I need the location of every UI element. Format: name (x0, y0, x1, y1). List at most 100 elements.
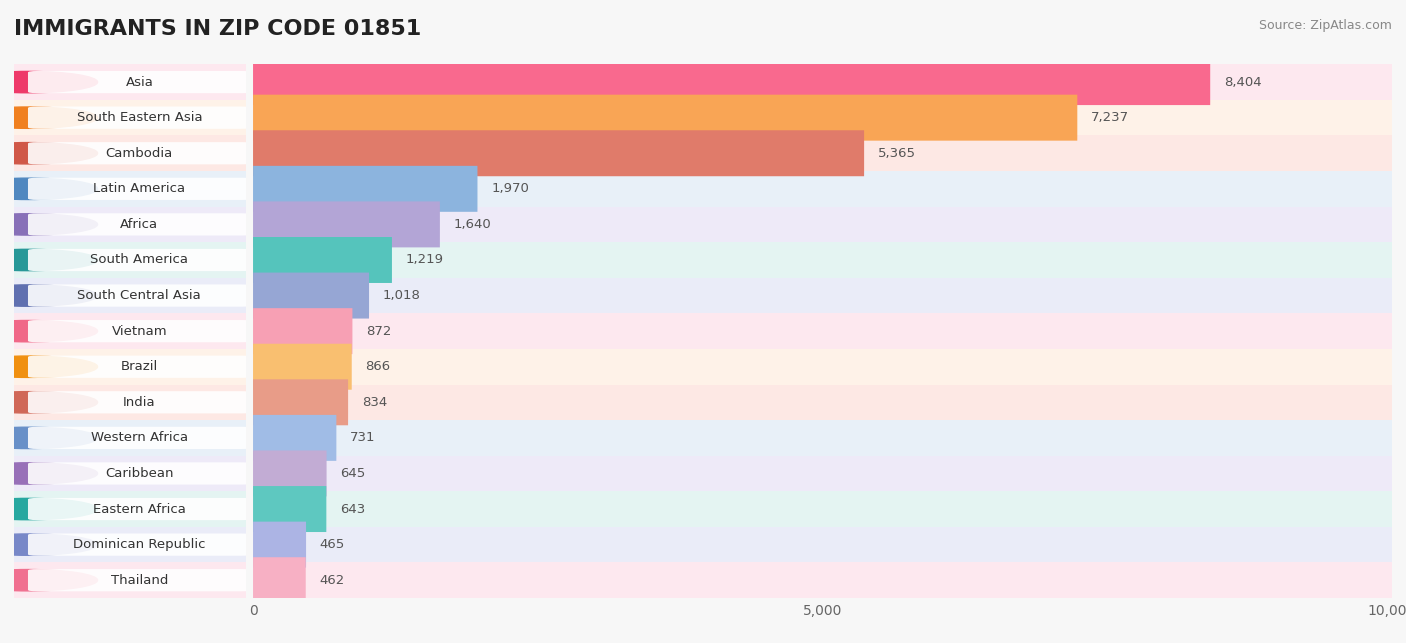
FancyBboxPatch shape (253, 278, 1392, 313)
FancyBboxPatch shape (14, 64, 246, 100)
Text: 465: 465 (319, 538, 344, 551)
FancyBboxPatch shape (28, 462, 250, 485)
Circle shape (0, 320, 97, 342)
Text: 1,219: 1,219 (405, 253, 443, 266)
FancyBboxPatch shape (253, 521, 307, 568)
FancyBboxPatch shape (253, 415, 336, 461)
Text: Asia: Asia (125, 76, 153, 89)
Text: 1,970: 1,970 (491, 183, 529, 195)
FancyBboxPatch shape (253, 527, 1392, 563)
Text: Western Africa: Western Africa (91, 431, 188, 444)
Text: Eastern Africa: Eastern Africa (93, 503, 186, 516)
FancyBboxPatch shape (253, 131, 865, 176)
Text: Latin America: Latin America (93, 183, 186, 195)
Circle shape (0, 463, 97, 484)
FancyBboxPatch shape (14, 313, 246, 349)
FancyBboxPatch shape (253, 95, 1077, 141)
Text: 1,640: 1,640 (454, 218, 491, 231)
Circle shape (0, 107, 97, 129)
FancyBboxPatch shape (253, 385, 1392, 420)
FancyBboxPatch shape (14, 278, 246, 313)
Text: South America: South America (90, 253, 188, 266)
FancyBboxPatch shape (253, 237, 392, 283)
Circle shape (0, 356, 97, 377)
FancyBboxPatch shape (28, 71, 250, 93)
Text: South Eastern Asia: South Eastern Asia (76, 111, 202, 124)
Text: Brazil: Brazil (121, 360, 157, 373)
Text: 731: 731 (350, 431, 375, 444)
FancyBboxPatch shape (14, 420, 246, 456)
FancyBboxPatch shape (14, 206, 246, 242)
FancyBboxPatch shape (253, 166, 478, 212)
Text: 643: 643 (340, 503, 366, 516)
Text: South Central Asia: South Central Asia (77, 289, 201, 302)
FancyBboxPatch shape (253, 349, 1392, 385)
Text: 5,365: 5,365 (877, 147, 915, 159)
FancyBboxPatch shape (253, 171, 1392, 206)
FancyBboxPatch shape (253, 486, 326, 532)
FancyBboxPatch shape (14, 171, 246, 206)
Text: IMMIGRANTS IN ZIP CODE 01851: IMMIGRANTS IN ZIP CODE 01851 (14, 19, 422, 39)
FancyBboxPatch shape (14, 491, 246, 527)
FancyBboxPatch shape (14, 527, 246, 563)
FancyBboxPatch shape (253, 201, 440, 248)
FancyBboxPatch shape (253, 273, 368, 318)
FancyBboxPatch shape (14, 136, 246, 171)
FancyBboxPatch shape (253, 491, 1392, 527)
Text: 8,404: 8,404 (1223, 76, 1261, 89)
FancyBboxPatch shape (28, 391, 250, 413)
FancyBboxPatch shape (28, 320, 250, 342)
FancyBboxPatch shape (253, 206, 1392, 242)
FancyBboxPatch shape (28, 427, 250, 449)
FancyBboxPatch shape (253, 451, 326, 496)
FancyBboxPatch shape (253, 344, 352, 390)
FancyBboxPatch shape (253, 59, 1211, 105)
Circle shape (0, 534, 97, 556)
Text: Africa: Africa (121, 218, 159, 231)
Text: Caribbean: Caribbean (105, 467, 173, 480)
FancyBboxPatch shape (28, 249, 250, 271)
FancyBboxPatch shape (28, 107, 250, 129)
Text: 645: 645 (340, 467, 366, 480)
FancyBboxPatch shape (253, 557, 305, 603)
Text: 866: 866 (366, 360, 391, 373)
FancyBboxPatch shape (14, 242, 246, 278)
Circle shape (0, 570, 97, 591)
FancyBboxPatch shape (253, 100, 1392, 136)
FancyBboxPatch shape (253, 563, 1392, 598)
Circle shape (0, 498, 97, 520)
Text: 834: 834 (361, 396, 387, 409)
Circle shape (0, 285, 97, 306)
Text: Vietnam: Vietnam (111, 325, 167, 338)
Circle shape (0, 427, 97, 449)
Text: 7,237: 7,237 (1091, 111, 1129, 124)
Text: Cambodia: Cambodia (105, 147, 173, 159)
FancyBboxPatch shape (14, 456, 246, 491)
FancyBboxPatch shape (28, 284, 250, 307)
Circle shape (0, 392, 97, 413)
FancyBboxPatch shape (28, 498, 250, 520)
FancyBboxPatch shape (253, 420, 1392, 456)
FancyBboxPatch shape (14, 385, 246, 420)
FancyBboxPatch shape (28, 213, 250, 235)
Text: 872: 872 (366, 325, 391, 338)
FancyBboxPatch shape (28, 356, 250, 378)
FancyBboxPatch shape (253, 456, 1392, 491)
FancyBboxPatch shape (253, 379, 349, 425)
FancyBboxPatch shape (28, 142, 250, 165)
FancyBboxPatch shape (253, 136, 1392, 171)
FancyBboxPatch shape (253, 242, 1392, 278)
Circle shape (0, 71, 97, 93)
FancyBboxPatch shape (14, 349, 246, 385)
Text: 462: 462 (319, 574, 344, 586)
Text: Thailand: Thailand (111, 574, 169, 586)
Circle shape (0, 143, 97, 164)
FancyBboxPatch shape (253, 64, 1392, 100)
FancyBboxPatch shape (28, 177, 250, 200)
FancyBboxPatch shape (28, 569, 250, 592)
FancyBboxPatch shape (253, 313, 1392, 349)
FancyBboxPatch shape (253, 308, 353, 354)
FancyBboxPatch shape (14, 100, 246, 136)
FancyBboxPatch shape (14, 563, 246, 598)
FancyBboxPatch shape (28, 534, 250, 556)
